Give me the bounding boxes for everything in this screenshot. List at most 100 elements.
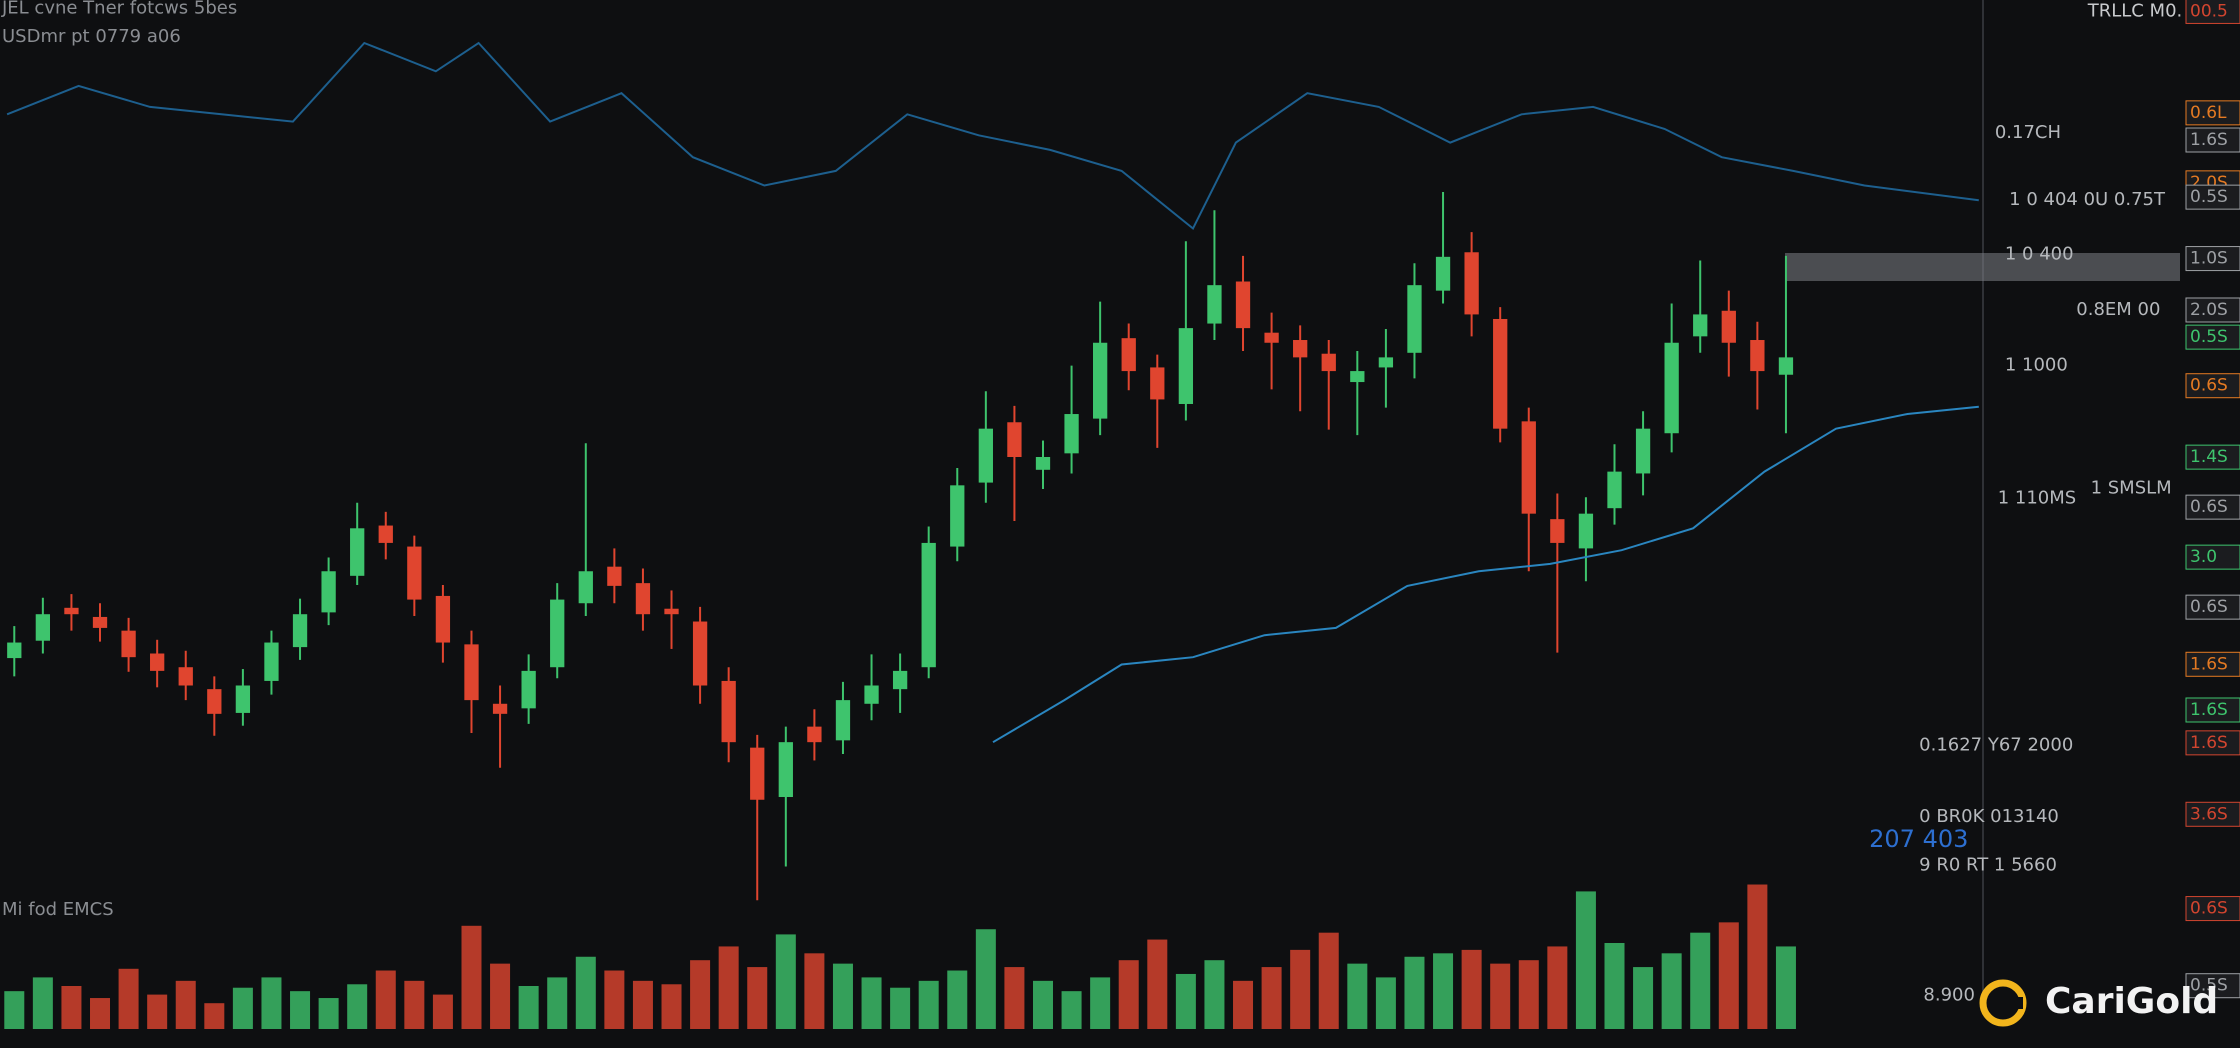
volume-bar — [975, 929, 996, 1029]
annotation: JEL cvne Tner fotcws 5bes — [1, 0, 237, 19]
candle-body — [321, 571, 336, 613]
volume-bar — [1261, 967, 1282, 1029]
candle-body — [1778, 357, 1794, 375]
candle-body — [1035, 457, 1051, 470]
volume-bar — [890, 987, 911, 1029]
price-badge: 0.6L — [2185, 100, 2240, 126]
price-badge-label: 0.6S — [2190, 899, 2228, 919]
volume-bar — [318, 998, 339, 1029]
annotation: 0 BR0K 013140 — [1919, 806, 2059, 827]
candle-body — [835, 700, 851, 741]
candle-body — [121, 630, 136, 658]
volume-bar — [1604, 943, 1625, 1029]
volume-bar — [1147, 939, 1168, 1029]
candle-body — [1407, 285, 1422, 353]
volume-bar — [575, 956, 596, 1029]
overlay-line — [6, 41, 1979, 231]
candle-body — [950, 485, 965, 547]
candle-body — [292, 614, 308, 648]
price-badge-bg — [2185, 444, 2240, 470]
candle-body — [1093, 342, 1108, 419]
candle-body — [264, 642, 279, 681]
candle-body — [1150, 367, 1165, 400]
price-badge-bg — [2185, 324, 2240, 350]
price-badge-bg — [2185, 0, 2240, 24]
price-badge-label: 1.4S — [2190, 447, 2228, 467]
candle-body — [578, 571, 593, 604]
price-badge-bg — [2185, 373, 2240, 399]
price-badge: 0.5S — [2185, 324, 2240, 350]
volume-bar — [1404, 956, 1425, 1029]
price-badge-bg — [2185, 801, 2240, 827]
price-badge-bg — [2185, 494, 2240, 520]
candle-body — [1664, 342, 1679, 434]
candle-body — [750, 747, 765, 800]
price-badge: 2.0S — [2185, 297, 2240, 323]
volume-bar — [1204, 960, 1225, 1029]
candle-body — [921, 542, 936, 668]
volume-bar — [1375, 977, 1396, 1029]
price-badge: 1.6S — [2185, 697, 2240, 723]
price-badge-bg — [2185, 896, 2240, 922]
price-badge-bg — [2185, 297, 2240, 323]
price-band — [1785, 253, 2180, 281]
candle-body — [550, 599, 565, 668]
price-badge-bg — [2185, 651, 2240, 677]
volume-bar — [204, 1003, 225, 1029]
volume-bar — [1547, 946, 1568, 1029]
candle-body — [350, 528, 365, 576]
volume-bar — [1233, 980, 1254, 1029]
price-badge: 1.4S — [2185, 444, 2240, 470]
volume-bar — [747, 967, 768, 1029]
price-badge-bg — [2185, 127, 2240, 153]
price-badge-label: 1.0S — [2190, 249, 2228, 269]
annotation: 9 R0 RT 1 5660 — [1919, 855, 2057, 876]
candle-body — [1121, 338, 1136, 372]
price-badge-label: 1.6S — [2190, 700, 2228, 720]
volume-bar — [775, 934, 796, 1029]
volume-bar — [518, 986, 539, 1029]
candle-body — [864, 685, 879, 704]
volume-bar — [347, 984, 368, 1029]
price-badge: 1.6S — [2185, 730, 2240, 756]
volume-bar — [1175, 973, 1196, 1029]
annotation: 207 403 — [1869, 825, 1968, 853]
price-badge: 1.6S — [2185, 127, 2240, 153]
candle-body — [1178, 328, 1194, 404]
candle-body — [1007, 422, 1022, 457]
volume-bar — [175, 980, 196, 1029]
volume-bar — [547, 977, 568, 1029]
volume-bar — [1433, 953, 1454, 1029]
volume-bar — [1575, 891, 1596, 1029]
volume-bar — [375, 970, 396, 1029]
annotation: 1 0 400 — [2005, 243, 2074, 264]
volume-bar — [1775, 946, 1796, 1029]
candle-body — [64, 607, 79, 615]
candle-body — [1264, 332, 1279, 343]
price-badge: 0.6S — [2185, 373, 2240, 399]
volume-bar — [832, 963, 853, 1029]
volume-bar — [1718, 922, 1739, 1029]
price-badge-label: 2.0S — [2190, 300, 2228, 320]
annotation: Mi fod EMCS — [2, 899, 114, 920]
volume-bar — [1061, 991, 1082, 1029]
annotation: 0.17CH — [1995, 122, 2061, 143]
price-badge-bg — [2185, 100, 2240, 126]
price-badge-label: 3.0 — [2190, 547, 2217, 567]
candle-body — [807, 726, 822, 743]
price-badge-label: 0.6S — [2190, 376, 2228, 396]
candle-body — [1435, 256, 1451, 291]
candle-body — [1750, 340, 1765, 372]
annotation: 1 SMSLM — [2091, 478, 2172, 499]
candle-body — [92, 616, 108, 628]
price-badge: 0.6S — [2185, 896, 2240, 922]
volume-bar — [432, 994, 453, 1029]
candle-body — [235, 685, 251, 713]
volume-bar — [632, 980, 653, 1029]
volume-bar — [1518, 960, 1539, 1029]
candle-body — [664, 608, 679, 615]
candle-body — [692, 621, 708, 686]
price-badge: 00.5 — [2185, 0, 2240, 24]
